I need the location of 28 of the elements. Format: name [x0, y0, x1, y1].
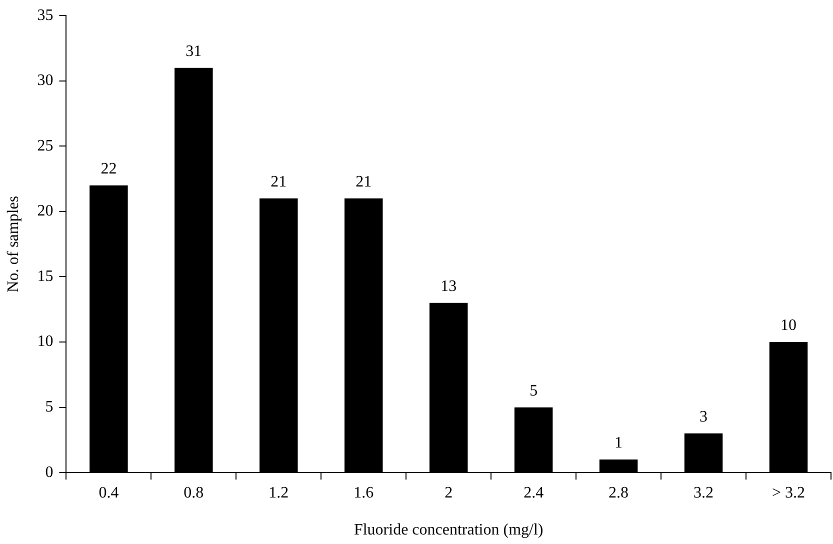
y-tick-label: 5 — [45, 398, 54, 416]
x-tick-label: 1.2 — [268, 484, 289, 502]
data-label: 21 — [356, 174, 372, 191]
x-tick-label: 2 — [444, 484, 453, 502]
x-tick-label: 1.6 — [354, 484, 374, 502]
y-tick-label: 30 — [37, 72, 54, 90]
x-tick-label: 2.8 — [608, 484, 629, 502]
y-axis-title: No. of samples — [4, 196, 22, 292]
y-tick-label: 25 — [37, 137, 54, 154]
x-tick-label: > 3.2 — [772, 484, 806, 502]
x-tick-label: 0.8 — [184, 484, 204, 502]
y-tick-label: 10 — [37, 333, 54, 350]
data-label: 5 — [530, 382, 538, 400]
y-tick-label: 15 — [37, 268, 54, 285]
x-tick-label: 0.4 — [98, 484, 119, 502]
data-label: 1 — [614, 434, 623, 452]
x-tick-label: 3.2 — [694, 484, 714, 502]
data-label: 13 — [440, 278, 457, 296]
data-label: 3 — [700, 408, 708, 426]
x-tick-label: 2.4 — [524, 484, 544, 502]
y-tick-label: 0 — [45, 464, 54, 481]
data-label: 22 — [100, 160, 117, 178]
x-axis-title: Fluoride concentration (mg/l) — [354, 522, 544, 539]
data-label: 31 — [186, 43, 202, 60]
data-label: 10 — [780, 317, 797, 334]
data-label: 21 — [270, 174, 287, 191]
y-tick-label: 35 — [37, 6, 54, 24]
y-tick-label: 20 — [37, 202, 54, 220]
